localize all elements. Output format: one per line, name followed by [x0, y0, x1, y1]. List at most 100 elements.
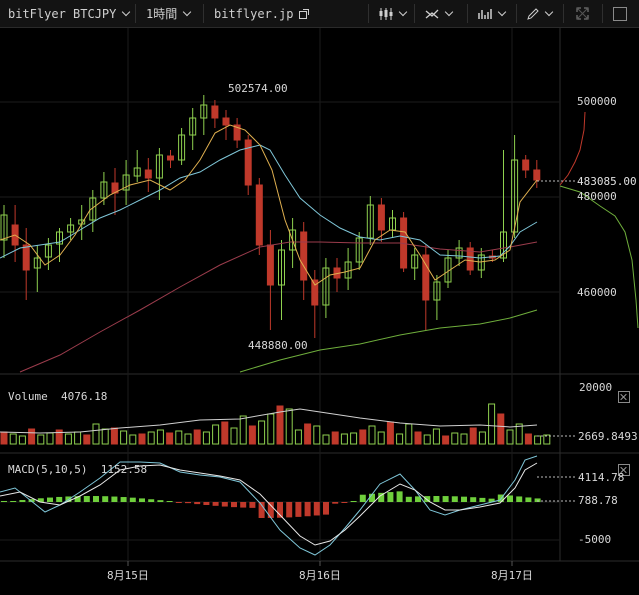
macd-histogram-bar — [249, 502, 256, 508]
toolbar-divider — [203, 4, 204, 23]
ma-long-line — [239, 309, 538, 373]
volume-bar — [543, 434, 551, 445]
volume-bar — [313, 425, 321, 445]
macd-histogram-bar — [258, 502, 265, 518]
post-market-line-green — [559, 185, 639, 329]
macd-histogram-bar — [525, 497, 532, 502]
macd-line — [0, 455, 538, 556]
candle-body — [233, 124, 241, 141]
volume-bar — [83, 434, 91, 445]
volume-bar — [0, 431, 8, 445]
volume-bar — [515, 423, 523, 445]
volume-tick-current: 2669.8493 — [578, 430, 638, 443]
symbol-selector[interactable]: bitFlyer BTCJPY — [8, 0, 131, 27]
volume-bar — [304, 423, 312, 445]
price-tick-460000: 460000 — [577, 286, 617, 299]
toolbar-divider — [563, 4, 564, 23]
macd-signal-line — [0, 462, 538, 546]
macd-histogram-bar — [194, 502, 201, 505]
macd-histogram-bar — [359, 494, 366, 502]
candle-body — [89, 197, 97, 221]
interval-selector[interactable]: 1時間 — [146, 0, 192, 27]
candle-body — [411, 254, 419, 269]
volume-bar — [276, 405, 284, 445]
volume-bar — [147, 431, 155, 445]
macd-histogram-bar — [507, 495, 513, 502]
indicators-button[interactable] — [478, 0, 507, 27]
candle-body — [56, 231, 63, 245]
macd-tick-current: 788.78 — [578, 494, 618, 507]
candle-body — [33, 257, 41, 269]
volume-bar — [377, 431, 385, 445]
moving-average-lines — [0, 111, 639, 373]
volume-bar — [184, 433, 192, 445]
volume-bar — [368, 425, 376, 445]
toolbar-divider — [602, 4, 603, 23]
ma-mid-line — [0, 144, 538, 259]
macd-histogram-bar — [323, 502, 329, 515]
macd-tick-upper: 4114.78 — [578, 471, 625, 484]
candle-body — [322, 267, 330, 306]
toolbar-divider — [516, 4, 517, 23]
draw-button[interactable] — [527, 0, 554, 27]
macd-tick-lower: -5000 — [578, 533, 612, 546]
candle-body — [311, 279, 319, 306]
macd-value: 1152.58 — [100, 463, 148, 476]
macd-histogram-bar — [47, 497, 53, 502]
macd-histogram-bar — [332, 502, 339, 504]
volume-bar — [524, 433, 532, 445]
site-link[interactable]: bitflyer.jp — [214, 0, 310, 27]
volume-bar — [74, 431, 82, 445]
close-macd-pane-icon[interactable] — [618, 464, 630, 476]
macd-histogram-bar — [405, 496, 412, 502]
volume-bar — [129, 434, 137, 445]
volume-title: Volume — [8, 390, 48, 403]
drawing-tools-button[interactable] — [425, 0, 454, 27]
macd-histogram-bar — [1, 501, 7, 502]
volume-bar — [405, 423, 413, 445]
volume-average-line — [0, 408, 538, 434]
chart-style-button[interactable] — [379, 0, 408, 27]
macd-histogram-bar — [341, 502, 348, 503]
candle-body — [366, 204, 374, 239]
candle-body — [155, 154, 163, 179]
volume-bar — [64, 433, 72, 445]
volume-bar — [488, 403, 496, 445]
volume-bar — [101, 428, 109, 445]
volume-bar — [120, 430, 128, 445]
chevron-down-icon — [497, 7, 507, 16]
macd-histogram-bar — [516, 496, 523, 502]
candle-body — [211, 105, 219, 119]
volume-bar — [221, 421, 229, 445]
volume-bar — [386, 421, 394, 445]
candle-body — [0, 214, 8, 241]
macd-histogram-bar — [56, 496, 63, 502]
macd-histogram-bar — [139, 498, 145, 502]
close-volume-pane-icon[interactable] — [618, 391, 630, 403]
macd-histogram-bar — [120, 497, 127, 502]
volume-bar — [92, 423, 100, 445]
volume-bar — [239, 415, 247, 445]
fullscreen-button[interactable] — [576, 0, 589, 27]
macd-histogram-bar — [157, 500, 164, 502]
macd-histogram-bar — [479, 497, 486, 502]
chevron-down-icon — [444, 7, 454, 16]
candle-body — [244, 139, 252, 186]
macd-histogram-bar — [102, 496, 109, 502]
date-label-8-17: 8月17日 — [491, 569, 533, 582]
popout-icon — [299, 8, 310, 19]
volume-bar — [9, 433, 17, 445]
settings-button[interactable] — [613, 0, 627, 27]
candle-body — [466, 247, 474, 271]
macd-histogram-bar — [10, 501, 17, 502]
candle-body — [422, 254, 430, 301]
current-price-label: 483085.00 — [575, 175, 639, 188]
price-chart[interactable] — [0, 28, 639, 595]
macd-histogram-bar — [286, 502, 293, 518]
candles-icon — [379, 7, 393, 20]
candle-body — [444, 257, 452, 283]
volume-bar — [534, 435, 542, 445]
macd-histogram-bar — [175, 502, 182, 503]
candle-body — [100, 181, 108, 199]
